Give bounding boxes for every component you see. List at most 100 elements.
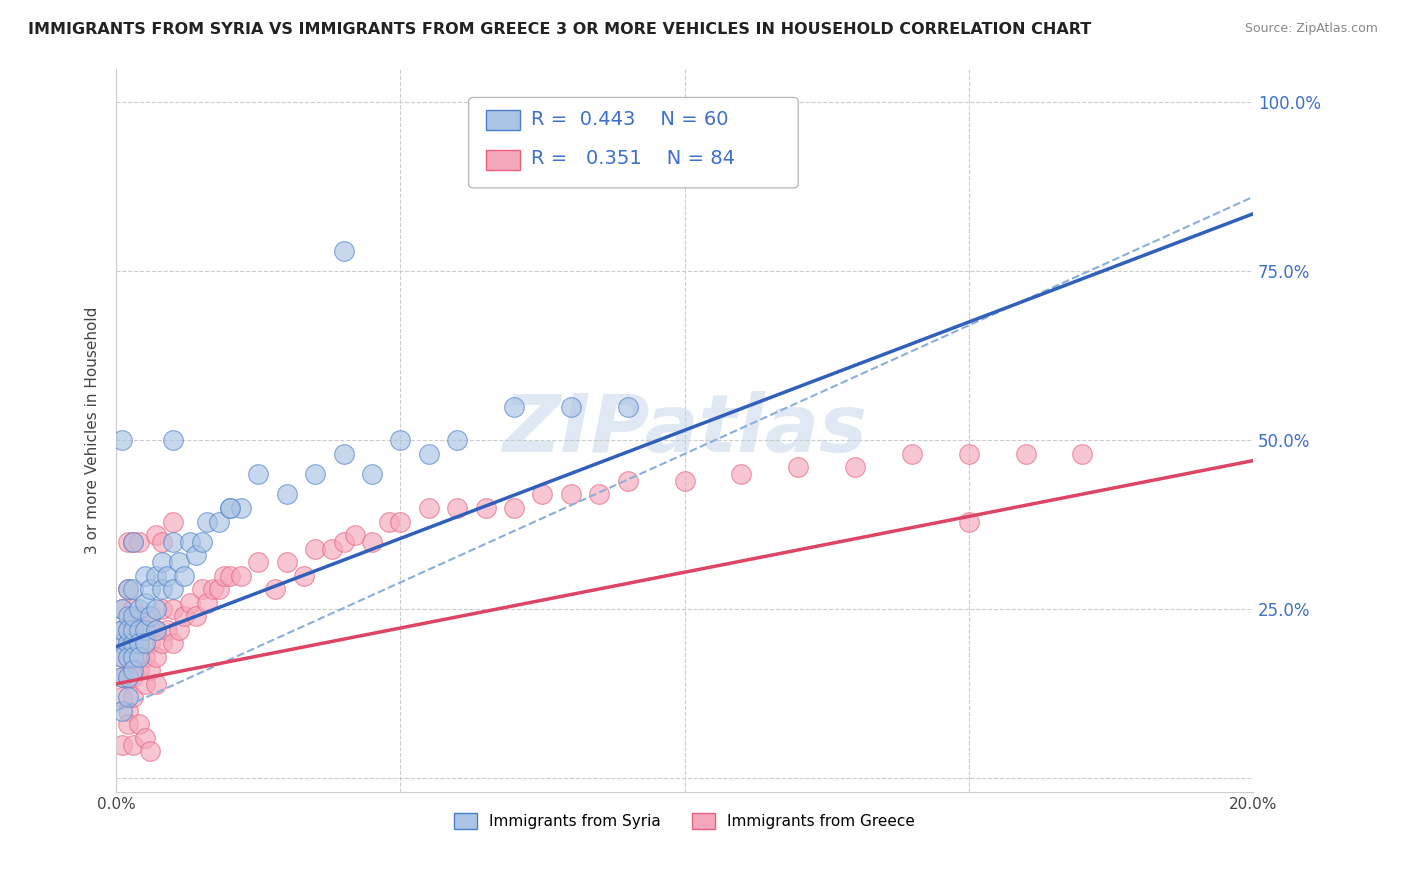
Point <box>117 623 139 637</box>
Point <box>446 500 468 515</box>
Point <box>122 623 145 637</box>
Point <box>122 690 145 705</box>
Point <box>117 704 139 718</box>
Point <box>616 400 638 414</box>
Point <box>190 582 212 596</box>
Point <box>128 623 150 637</box>
Point <box>150 555 173 569</box>
Point <box>150 636 173 650</box>
Point <box>145 528 167 542</box>
Point <box>117 670 139 684</box>
Point <box>361 467 384 482</box>
Point <box>145 602 167 616</box>
Point <box>560 400 582 414</box>
Point <box>730 467 752 482</box>
Point <box>787 460 810 475</box>
Text: ZIPatlas: ZIPatlas <box>502 392 868 469</box>
Point <box>332 447 354 461</box>
Point <box>231 568 253 582</box>
Legend: Immigrants from Syria, Immigrants from Greece: Immigrants from Syria, Immigrants from G… <box>449 806 921 835</box>
Point <box>531 487 554 501</box>
Text: R =  0.443    N = 60: R = 0.443 N = 60 <box>531 110 728 128</box>
Point <box>117 690 139 705</box>
Point <box>145 649 167 664</box>
Point <box>134 623 156 637</box>
Point <box>560 487 582 501</box>
Point <box>117 534 139 549</box>
Point <box>139 636 162 650</box>
Point <box>389 515 412 529</box>
Point <box>139 609 162 624</box>
Point <box>145 677 167 691</box>
Point <box>134 568 156 582</box>
Point <box>156 623 179 637</box>
Point <box>150 534 173 549</box>
Point <box>957 447 980 461</box>
Point <box>128 636 150 650</box>
Point <box>207 515 229 529</box>
Point <box>503 500 526 515</box>
Point <box>173 609 195 624</box>
Point <box>276 487 298 501</box>
Point <box>1014 447 1036 461</box>
Point <box>117 670 139 684</box>
Point <box>418 447 440 461</box>
Point <box>128 649 150 664</box>
Point <box>111 670 134 684</box>
Point <box>117 582 139 596</box>
Point <box>111 649 134 664</box>
Point <box>111 602 134 616</box>
Point <box>162 602 184 616</box>
Point <box>122 623 145 637</box>
Point <box>122 609 145 624</box>
Point <box>616 474 638 488</box>
Point <box>389 434 412 448</box>
Point <box>122 649 145 664</box>
Point <box>122 602 145 616</box>
FancyBboxPatch shape <box>468 97 799 188</box>
Point <box>117 582 139 596</box>
Point <box>184 609 207 624</box>
Point <box>134 649 156 664</box>
Point <box>162 582 184 596</box>
Point <box>111 623 134 637</box>
Point <box>332 534 354 549</box>
Point <box>134 731 156 745</box>
Point <box>122 649 145 664</box>
Point <box>361 534 384 549</box>
Point <box>247 555 270 569</box>
Point <box>304 467 326 482</box>
Point <box>117 649 139 664</box>
Point <box>134 623 156 637</box>
Point <box>128 602 150 616</box>
Point <box>418 500 440 515</box>
Point <box>195 596 218 610</box>
Point <box>219 500 242 515</box>
Point <box>156 568 179 582</box>
Point <box>901 447 924 461</box>
Point <box>111 623 134 637</box>
Point <box>231 500 253 515</box>
Point <box>139 744 162 758</box>
Point <box>134 596 156 610</box>
Point <box>588 487 610 501</box>
Point <box>173 568 195 582</box>
Point <box>321 541 343 556</box>
Point <box>117 717 139 731</box>
Point <box>111 649 134 664</box>
Point <box>122 534 145 549</box>
Point <box>673 474 696 488</box>
Point <box>128 649 150 664</box>
Point <box>1071 447 1094 461</box>
Point <box>179 596 201 610</box>
Point <box>122 670 145 684</box>
Text: Source: ZipAtlas.com: Source: ZipAtlas.com <box>1244 22 1378 36</box>
Point <box>117 636 139 650</box>
Point <box>162 534 184 549</box>
Point <box>184 549 207 563</box>
Point <box>128 609 150 624</box>
Point <box>219 568 242 582</box>
Point <box>162 636 184 650</box>
Point <box>212 568 235 582</box>
Point <box>207 582 229 596</box>
